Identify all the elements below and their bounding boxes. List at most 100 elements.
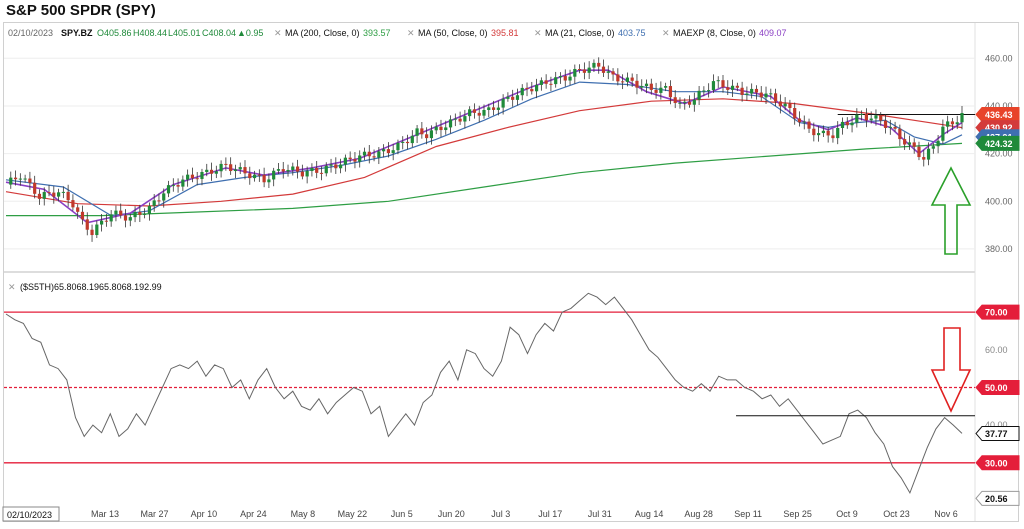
candle-body bbox=[386, 149, 390, 154]
candle-body bbox=[759, 92, 763, 98]
candle-body bbox=[200, 172, 204, 179]
candle-body bbox=[429, 130, 434, 139]
candle-body bbox=[831, 135, 835, 139]
x-tick-label: Sep 25 bbox=[783, 509, 812, 519]
candle-body bbox=[491, 107, 496, 110]
candle-body bbox=[420, 128, 424, 135]
candle-body bbox=[840, 121, 845, 128]
candle-body bbox=[874, 115, 878, 119]
candle-body bbox=[71, 200, 75, 208]
candle-body bbox=[635, 80, 639, 88]
value-badge: 424.32 bbox=[975, 135, 1020, 151]
legend-maexp8[interactable]: ✕ MAEXP (8, Close, 0) 409.07 bbox=[662, 28, 787, 38]
candle-body bbox=[883, 120, 888, 128]
legend-close-icon[interactable]: ✕ bbox=[534, 28, 542, 38]
candle-body bbox=[281, 169, 285, 172]
candle-body bbox=[955, 122, 959, 125]
candle-body bbox=[468, 109, 472, 117]
candle-body bbox=[133, 211, 137, 218]
candle-body bbox=[812, 128, 816, 136]
candle-body bbox=[257, 174, 261, 176]
candle-body bbox=[898, 128, 902, 140]
candlesticks bbox=[9, 57, 964, 242]
candle-body bbox=[946, 121, 950, 127]
candle-body bbox=[769, 93, 773, 95]
down-arrow-icon bbox=[930, 327, 972, 413]
candle-body bbox=[171, 185, 175, 187]
current-date-label: 02/10/2023 bbox=[7, 510, 52, 520]
candle-body bbox=[33, 182, 37, 194]
candle-body bbox=[382, 149, 386, 152]
candle-body bbox=[353, 159, 357, 162]
candle-body bbox=[209, 169, 214, 174]
price-tick-label: 420.00 bbox=[985, 149, 1013, 159]
x-tick-label: Mar 27 bbox=[140, 509, 168, 519]
x-tick-label: Jul 3 bbox=[491, 509, 510, 519]
candle-body bbox=[907, 142, 912, 145]
candle-body bbox=[190, 174, 195, 179]
candle-body bbox=[544, 80, 548, 84]
candle-body bbox=[444, 127, 448, 131]
legend-ma200[interactable]: ✕ MA (200, Close, 0) 393.57 bbox=[274, 28, 391, 38]
candle-body bbox=[157, 200, 161, 202]
candle-body bbox=[931, 146, 935, 149]
candle-body bbox=[166, 185, 171, 194]
header-open: O405.86 bbox=[97, 28, 132, 38]
candle-body bbox=[300, 171, 304, 177]
candle-body bbox=[18, 178, 22, 180]
candle-body bbox=[778, 101, 782, 107]
candle-body bbox=[391, 150, 395, 154]
value-badge: 50.00 bbox=[975, 379, 1020, 395]
candle-body bbox=[224, 163, 228, 165]
candle-body bbox=[439, 126, 443, 131]
candle-body bbox=[425, 134, 429, 139]
candle-body bbox=[549, 83, 553, 85]
candle-body bbox=[482, 109, 486, 116]
legend-ma50[interactable]: ✕ MA (50, Close, 0) 395.81 bbox=[407, 28, 519, 38]
candle-body bbox=[109, 214, 113, 222]
candle-body bbox=[501, 98, 505, 108]
value-badge: 70.00 bbox=[975, 304, 1020, 320]
x-tick-label: May 8 bbox=[291, 509, 316, 519]
osc-tick-label: 60.00 bbox=[985, 345, 1008, 355]
candle-body bbox=[879, 115, 883, 121]
x-tick-label: Oct 23 bbox=[883, 509, 910, 519]
candle-body bbox=[128, 217, 132, 221]
legend-close-icon[interactable]: ✕ bbox=[407, 28, 415, 38]
candle-body bbox=[362, 151, 367, 156]
candle-body bbox=[654, 89, 658, 93]
candle-body bbox=[807, 121, 811, 129]
badge-shape bbox=[975, 135, 1020, 151]
candle-body bbox=[797, 118, 802, 123]
candle-body bbox=[243, 167, 247, 174]
candle-body bbox=[42, 192, 46, 199]
candle-body bbox=[348, 157, 352, 160]
legend-close-icon[interactable]: ✕ bbox=[274, 28, 282, 38]
candle-body bbox=[295, 166, 300, 172]
candle-body bbox=[960, 113, 964, 123]
moving-averages bbox=[5, 69, 975, 224]
price-y-axis: 380.00 400.00 420.00 440.00 460.00 bbox=[4, 53, 1013, 254]
candle-body bbox=[339, 164, 343, 169]
candle-body bbox=[434, 126, 438, 131]
candle-body bbox=[888, 126, 892, 128]
candle-body bbox=[52, 192, 56, 197]
ma-line bbox=[5, 81, 963, 217]
candle-body bbox=[405, 141, 410, 144]
candle-body bbox=[76, 207, 80, 212]
candle-body bbox=[793, 107, 797, 119]
legend-close-icon[interactable]: ✕ bbox=[662, 28, 670, 38]
candle-body bbox=[893, 126, 897, 129]
candle-body bbox=[305, 171, 309, 177]
candle-body bbox=[104, 220, 108, 222]
oscillator-close-icon[interactable]: ✕ bbox=[8, 282, 16, 292]
candle-body bbox=[448, 119, 453, 128]
legend-ma21[interactable]: ✕ MA (21, Close, 0) 403.75 bbox=[534, 28, 646, 38]
candle-body bbox=[90, 229, 94, 236]
oscillator: 60.00 40.00 bbox=[4, 292, 1008, 495]
candle-body bbox=[673, 97, 677, 104]
candle-body bbox=[750, 88, 754, 94]
candle-body bbox=[788, 103, 792, 108]
value-badge: 37.77 bbox=[975, 426, 1020, 442]
